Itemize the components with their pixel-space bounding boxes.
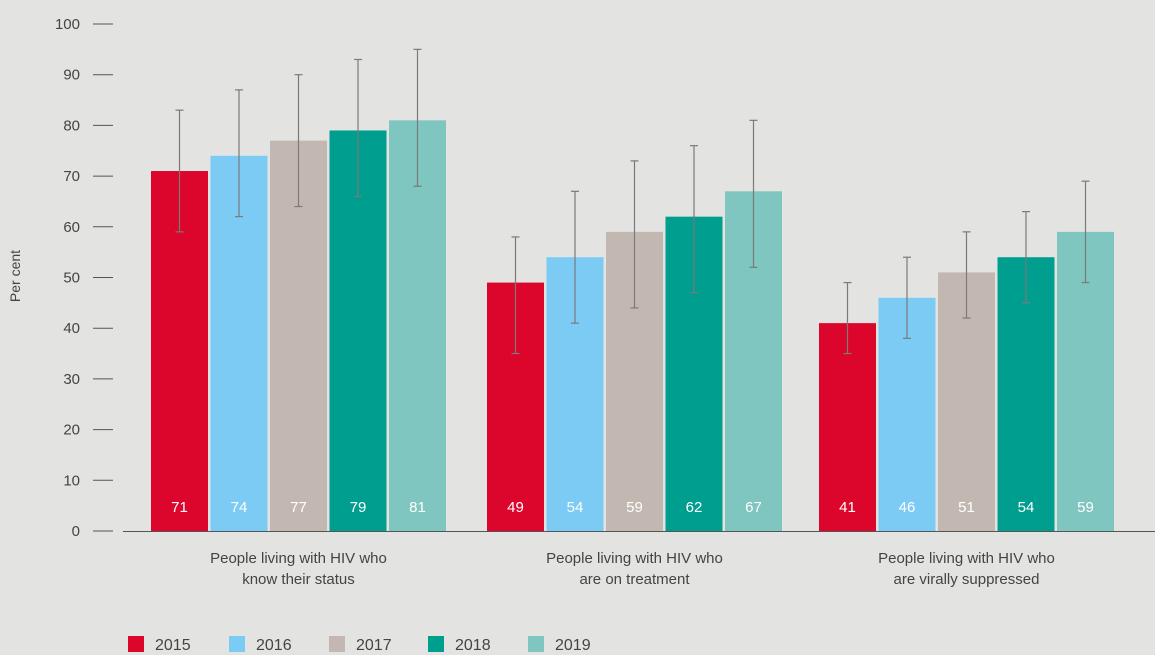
bar (329, 130, 387, 531)
x-category-label-line: People living with HIV who (210, 550, 387, 567)
legend-item: 2017 (329, 636, 392, 654)
bar-group: 41 46 51 54 59 (819, 180, 1114, 531)
bar-value-label: 71 (171, 499, 188, 516)
y-tick-label: 50 (63, 270, 80, 287)
bar (819, 323, 876, 531)
bar-value-label: 49 (507, 499, 524, 516)
bar-value-label: 59 (626, 499, 643, 516)
bars: 71 74 77 79 81 49 54 59 62 67 41 46 51 54 59 (151, 48, 1114, 532)
bar-value-label: 77 (290, 499, 307, 516)
x-category-label: People living with HIV who are on treatme… (546, 550, 723, 588)
x-category-label-line: are on treatment (579, 571, 690, 588)
bar-value-label: 62 (686, 499, 703, 516)
y-axis-label: Per cent (7, 250, 23, 302)
y-tick-label: 70 (63, 168, 80, 185)
y-tick-label: 60 (63, 219, 80, 236)
y-tick-label: 40 (63, 320, 80, 337)
bar (210, 155, 268, 531)
y-tick-label: 30 (63, 371, 80, 388)
x-category-label-line: know their status (242, 571, 355, 588)
x-category-label-line: People living with HIV who (878, 550, 1055, 567)
x-category-label-line: People living with HIV who (546, 550, 723, 567)
legend-item: 2018 (428, 636, 491, 654)
legend-swatch (329, 636, 345, 652)
y-tick-label: 10 (63, 472, 80, 489)
x-category-label-line: are virally suppressed (894, 571, 1040, 588)
bar-value-label: 59 (1077, 499, 1094, 516)
bar-value-label: 81 (409, 499, 426, 516)
bar-value-label: 67 (745, 499, 762, 516)
x-category-label: People living with HIV who are virally su… (878, 550, 1055, 588)
y-tick-label: 0 (72, 523, 80, 540)
y-tick-label: 90 (63, 67, 80, 84)
y-tick-label: 100 (55, 16, 80, 33)
y-axis: 0 10 20 30 40 50 60 70 80 90 100 (55, 16, 113, 540)
legend-swatch (428, 636, 444, 652)
legend-label: 2017 (356, 637, 392, 654)
legend-item: 2019 (528, 636, 591, 654)
bar-value-label: 41 (839, 499, 856, 516)
legend-label: 2015 (155, 637, 191, 654)
x-category-label: People living with HIV who know their sta… (210, 550, 387, 588)
y-tick-label: 20 (63, 422, 80, 439)
bar-value-label: 46 (899, 499, 916, 516)
legend-label: 2018 (455, 637, 491, 654)
legend-swatch (128, 636, 144, 652)
bar-group: 71 74 77 79 81 (151, 48, 446, 532)
y-tick-label: 80 (63, 117, 80, 134)
legend-item: 2015 (128, 636, 191, 654)
bar-value-label: 79 (350, 499, 367, 516)
bar-value-label: 74 (231, 499, 248, 516)
legend: 2015 2016 2017 2018 2019 (128, 636, 591, 654)
legend-swatch (528, 636, 544, 652)
bar (389, 120, 446, 531)
bar-value-label: 54 (567, 499, 584, 516)
legend-swatch (229, 636, 245, 652)
bar-value-label: 54 (1018, 499, 1035, 516)
legend-item: 2016 (229, 636, 292, 654)
bar-group: 49 54 59 62 67 (487, 119, 782, 531)
x-axis: People living with HIV who know their sta… (123, 531, 1155, 588)
legend-label: 2016 (256, 637, 292, 654)
bar-value-label: 51 (958, 499, 975, 516)
legend-label: 2019 (555, 637, 591, 654)
